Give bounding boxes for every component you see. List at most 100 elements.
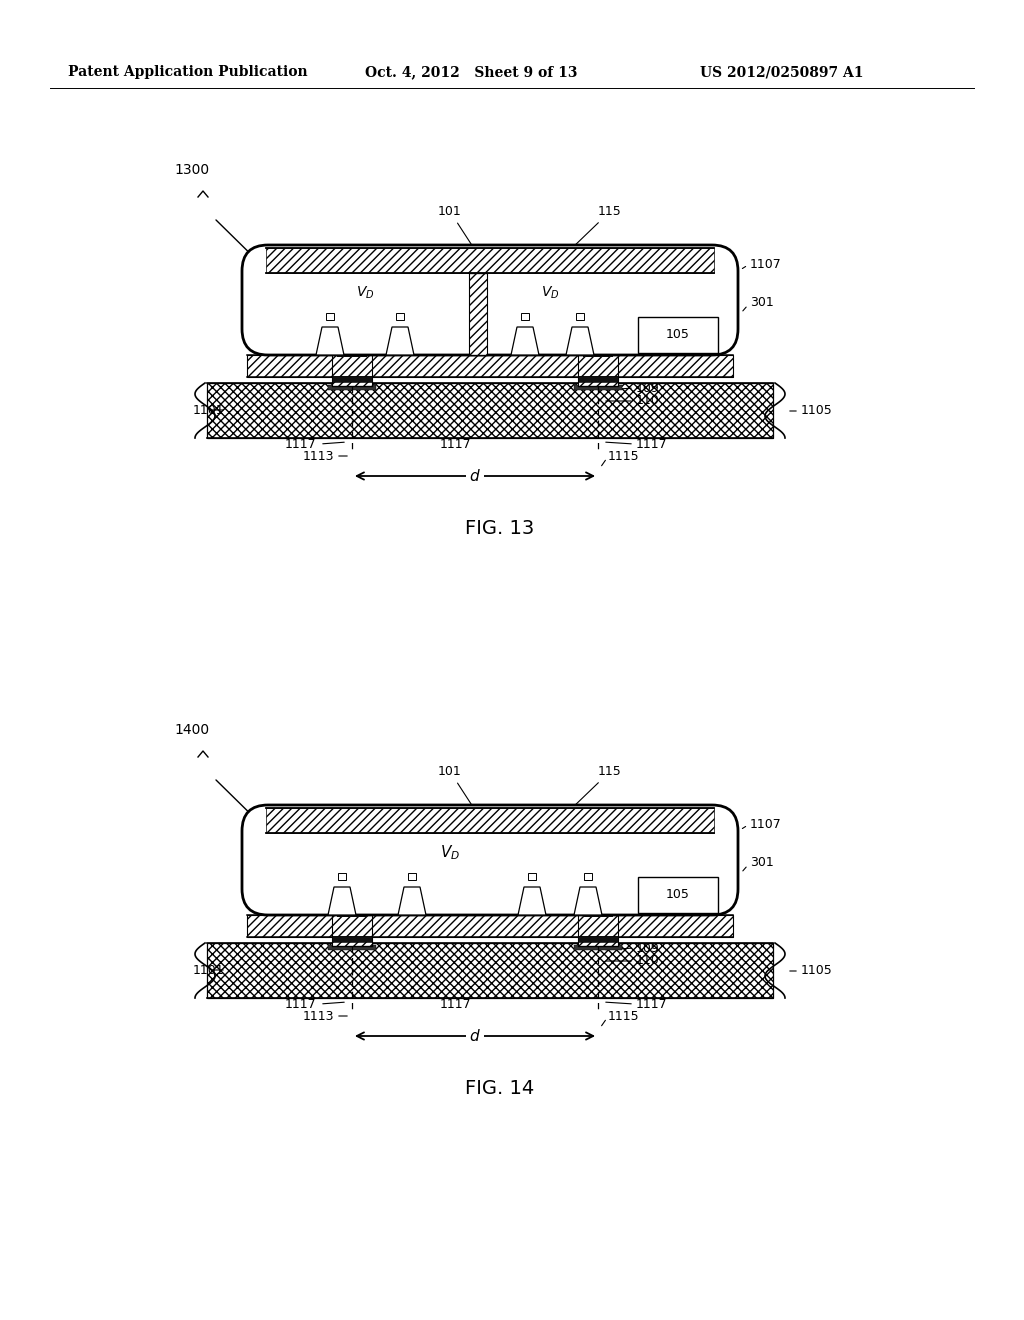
Bar — [578, 912, 618, 946]
Bar — [347, 912, 357, 917]
Polygon shape — [316, 327, 344, 355]
Bar — [408, 873, 416, 880]
Text: Oct. 4, 2012   Sheet 9 of 13: Oct. 4, 2012 Sheet 9 of 13 — [365, 65, 578, 79]
Bar — [207, 383, 773, 438]
Bar — [575, 313, 584, 319]
Text: 115: 115 — [572, 766, 622, 808]
Text: 109: 109 — [636, 941, 659, 954]
Bar — [578, 352, 618, 385]
Bar — [566, 352, 594, 356]
Text: $V_D$: $V_D$ — [541, 285, 559, 301]
Polygon shape — [398, 887, 426, 915]
Bar — [266, 808, 714, 833]
Bar — [578, 936, 618, 942]
Polygon shape — [386, 327, 414, 355]
Text: 1105: 1105 — [801, 965, 833, 978]
Text: 1105: 1105 — [801, 404, 833, 417]
Text: $d$: $d$ — [469, 1028, 481, 1044]
Bar — [398, 912, 426, 916]
Text: 1115: 1115 — [608, 1010, 640, 1023]
Text: 105: 105 — [666, 888, 690, 902]
Bar — [386, 352, 414, 356]
Bar — [528, 873, 536, 880]
Bar — [638, 317, 718, 352]
Text: 110: 110 — [636, 954, 659, 968]
Bar — [332, 936, 372, 942]
Bar — [593, 912, 603, 917]
Bar — [469, 273, 487, 355]
FancyBboxPatch shape — [242, 805, 738, 915]
Text: 1101: 1101 — [193, 404, 224, 417]
Bar — [593, 352, 603, 356]
Text: 105: 105 — [666, 329, 690, 342]
Text: Patent Application Publication: Patent Application Publication — [68, 65, 307, 79]
Polygon shape — [518, 887, 546, 915]
Bar — [521, 313, 529, 319]
Text: 1117: 1117 — [439, 437, 471, 450]
Polygon shape — [511, 327, 539, 355]
Polygon shape — [328, 887, 356, 915]
Bar — [338, 873, 346, 880]
Bar — [574, 385, 622, 389]
Text: 101: 101 — [438, 205, 473, 248]
Text: 1101: 1101 — [193, 964, 224, 977]
Bar — [638, 876, 718, 913]
Bar — [578, 376, 618, 381]
Text: 1113: 1113 — [302, 450, 334, 462]
Bar — [326, 313, 334, 319]
Bar — [511, 352, 539, 356]
Text: FIG. 14: FIG. 14 — [465, 1078, 535, 1097]
Text: 109: 109 — [636, 381, 659, 395]
Bar — [207, 942, 773, 998]
Bar — [247, 355, 733, 378]
Bar — [357, 352, 367, 356]
Bar — [574, 912, 602, 916]
Text: 1117: 1117 — [636, 998, 668, 1011]
Text: 301: 301 — [750, 297, 774, 309]
Bar — [574, 945, 622, 950]
Text: 301: 301 — [750, 857, 774, 870]
Bar — [337, 912, 347, 917]
Polygon shape — [566, 327, 594, 355]
Bar — [396, 313, 404, 319]
Bar — [247, 915, 733, 937]
Text: 1400: 1400 — [174, 723, 210, 737]
Text: 115: 115 — [572, 205, 622, 248]
Bar — [357, 912, 367, 917]
FancyBboxPatch shape — [242, 246, 738, 355]
Text: FIG. 13: FIG. 13 — [465, 519, 535, 537]
Text: $V_D$: $V_D$ — [440, 843, 460, 862]
Bar — [584, 873, 592, 880]
Text: 101: 101 — [438, 766, 473, 808]
Bar — [337, 352, 347, 356]
Text: 1117: 1117 — [439, 998, 471, 1011]
Polygon shape — [574, 887, 602, 915]
Text: 1107: 1107 — [750, 259, 781, 272]
Bar — [332, 352, 372, 385]
Bar — [583, 912, 593, 917]
Bar — [603, 352, 613, 356]
Bar — [266, 248, 714, 273]
Bar — [316, 352, 344, 356]
Bar — [328, 912, 356, 916]
Bar — [328, 385, 376, 389]
Text: 1107: 1107 — [750, 818, 781, 832]
Bar — [332, 376, 372, 381]
Text: 1117: 1117 — [636, 437, 668, 450]
Bar — [332, 912, 372, 946]
Bar — [603, 912, 613, 917]
Text: 1117: 1117 — [285, 437, 315, 450]
Text: 1300: 1300 — [174, 162, 210, 177]
Bar — [518, 912, 546, 916]
Bar — [347, 352, 357, 356]
Bar — [583, 352, 593, 356]
Text: 110: 110 — [636, 395, 659, 408]
Text: $d$: $d$ — [469, 469, 481, 484]
Text: 1115: 1115 — [608, 450, 640, 462]
Text: US 2012/0250897 A1: US 2012/0250897 A1 — [700, 65, 863, 79]
Text: 1113: 1113 — [302, 1010, 334, 1023]
Text: 1301: 1301 — [426, 293, 458, 305]
Bar — [328, 945, 376, 950]
Text: 1107: 1107 — [254, 289, 286, 301]
Text: $V_D$: $V_D$ — [355, 285, 374, 301]
